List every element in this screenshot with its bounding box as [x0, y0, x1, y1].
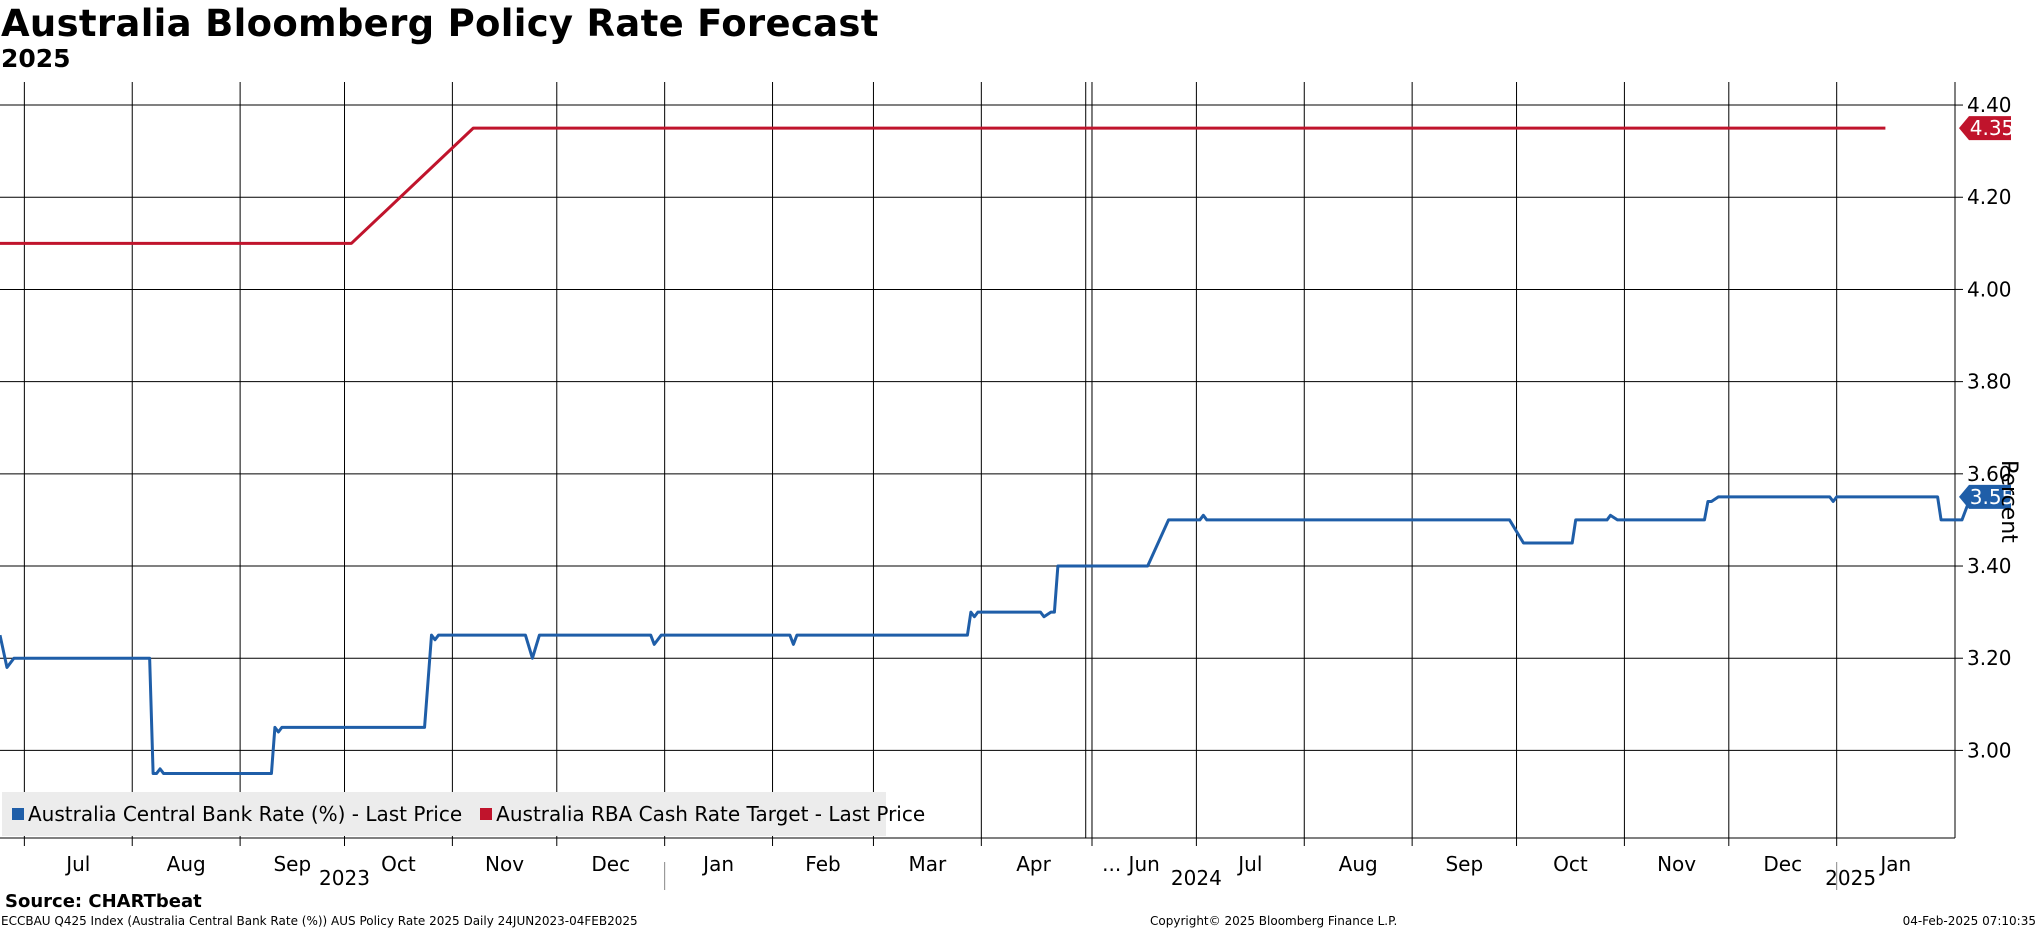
y-tick-label: 4.00: [1967, 277, 2012, 301]
legend-label: Australia Central Bank Rate (%) - Last P…: [28, 802, 463, 826]
x-tick-label: Jul: [64, 852, 90, 876]
last-value-tag: [1959, 484, 2011, 509]
legend-item-rba-cash-rate: Australia RBA Cash Rate Target - Last Pr…: [480, 802, 925, 826]
x-tick-label: Sep: [273, 852, 311, 876]
y-tick-label: 3.40: [1967, 554, 2012, 578]
chart-subtitle: 2025: [1, 44, 71, 73]
x-tick-label: Sep: [1445, 852, 1483, 876]
year-label: 2024: [1171, 866, 1222, 890]
last-value-label: 3.55: [1970, 485, 2015, 509]
last-value-tag: [1959, 116, 2011, 141]
y-tick-label: 3.60: [1967, 462, 2012, 486]
y-tick-label: 3.20: [1967, 646, 2012, 670]
legend-label: Australia RBA Cash Rate Target - Last Pr…: [496, 802, 926, 826]
y-tick-label: 3.00: [1967, 738, 2012, 762]
y-axis-label: Percent: [1996, 460, 2021, 543]
footer-timestamp: 04-Feb-2025 07:10:35: [1902, 914, 2036, 928]
series-line-rba-cash-rate: [0, 126, 1886, 245]
y-tick-label: 4.20: [1967, 185, 2012, 209]
year-label: 2025: [1825, 866, 1876, 890]
legend-swatch-blue: [12, 808, 24, 820]
x-tick-label: Oct: [381, 852, 416, 876]
x-tick-label: Feb: [805, 852, 840, 876]
x-tick-label: Nov: [1657, 852, 1696, 876]
x-tick-label: Jan: [1878, 852, 1911, 876]
x-tick-label: Dec: [591, 852, 630, 876]
footer-copyright: Copyright© 2025 Bloomberg Finance L.P.: [1150, 914, 1398, 928]
year-label: 2023: [319, 866, 370, 890]
x-tick-label: Nov: [485, 852, 524, 876]
chart-legend: Australia Central Bank Rate (%) - Last P…: [2, 792, 925, 836]
x-tick-label: Aug: [1339, 852, 1378, 876]
x-tick-label: Dec: [1763, 852, 1802, 876]
legend-swatch-red: [480, 808, 493, 820]
x-tick-label: Jan: [701, 852, 734, 876]
chart-title: Australia Bloomberg Policy Rate Forecast: [1, 2, 879, 45]
x-axis-break-label: ...: [1102, 852, 1121, 876]
last-value-label: 4.35: [1970, 116, 2015, 140]
x-tick-label: Apr: [1016, 852, 1051, 876]
legend-item-central-bank-rate: Australia Central Bank Rate (%) - Last P…: [12, 802, 462, 826]
x-tick-label: Oct: [1553, 852, 1588, 876]
footer-ticker-description: ECCBAU Q425 Index (Australia Central Ban…: [1, 914, 638, 928]
x-tick-label: Jul: [1236, 852, 1262, 876]
series-line-central-bank-rate: [0, 490, 2011, 775]
y-tick-label: 3.80: [1967, 370, 2012, 394]
x-tick-label: Jun: [1127, 852, 1160, 876]
x-tick-label: Mar: [909, 852, 948, 876]
source-note: Source: CHARTbeat: [5, 891, 202, 912]
y-tick-label: 4.40: [1967, 93, 2012, 117]
x-tick-label: Aug: [167, 852, 206, 876]
